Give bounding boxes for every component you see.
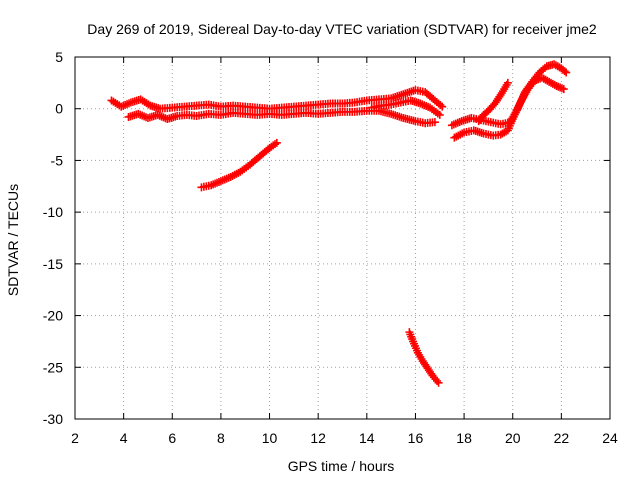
y-tick-label: -10	[43, 204, 63, 220]
x-tick-label: 14	[359, 430, 375, 446]
x-tick-label: 4	[120, 430, 128, 446]
y-tick-label: -25	[43, 359, 63, 375]
y-tick-label: 0	[55, 101, 63, 117]
x-tick-label: 8	[217, 430, 225, 446]
y-tick-label: -30	[43, 411, 63, 427]
data-point	[434, 378, 443, 387]
data-point	[272, 138, 281, 147]
x-axis: 2 4 6 8 10 12 14 16 18 20 22 24	[71, 57, 618, 446]
x-tick-label: 2	[71, 430, 79, 446]
series-descending-track	[405, 328, 443, 387]
data-point	[436, 101, 445, 110]
series-lower-band	[124, 106, 439, 128]
y-tick-label: -20	[43, 308, 63, 324]
series-short-rising-track	[197, 138, 281, 192]
data-point	[271, 140, 280, 149]
data-point	[560, 67, 569, 76]
y-tick-label: -15	[43, 256, 63, 272]
series-evening-track-C	[474, 78, 512, 126]
y-axis-label: SDTVAR / TECUs	[5, 184, 21, 296]
data-points	[107, 60, 571, 387]
x-tick-label: 10	[262, 430, 278, 446]
x-tick-label: 24	[602, 430, 618, 446]
y-axis: 5 0 -5 -10 -15 -20 -25 -30	[43, 49, 610, 427]
series-evening-track-B	[450, 73, 568, 142]
chart-title: Day 269 of 2019, Sidereal Day-to-day VTE…	[87, 21, 597, 37]
x-tick-label: 16	[408, 430, 424, 446]
data-point	[433, 376, 442, 385]
series-upper-band	[107, 86, 447, 113]
series-middle-band	[367, 96, 444, 119]
x-axis-label: GPS time / hours	[288, 458, 395, 474]
data-point	[430, 118, 439, 127]
x-tick-label: 6	[168, 430, 176, 446]
data-point	[562, 68, 571, 77]
y-tick-label: -5	[51, 152, 64, 168]
y-tick-label: 5	[55, 49, 63, 65]
x-tick-label: 18	[456, 430, 472, 446]
data-point	[438, 102, 447, 111]
x-tick-label: 22	[554, 430, 570, 446]
data-point	[435, 110, 444, 119]
data-point	[559, 85, 568, 94]
x-tick-label: 20	[505, 430, 521, 446]
plot-frame	[74, 56, 611, 420]
x-tick-label: 12	[310, 430, 326, 446]
data-point	[550, 80, 559, 89]
data-point	[503, 78, 512, 87]
